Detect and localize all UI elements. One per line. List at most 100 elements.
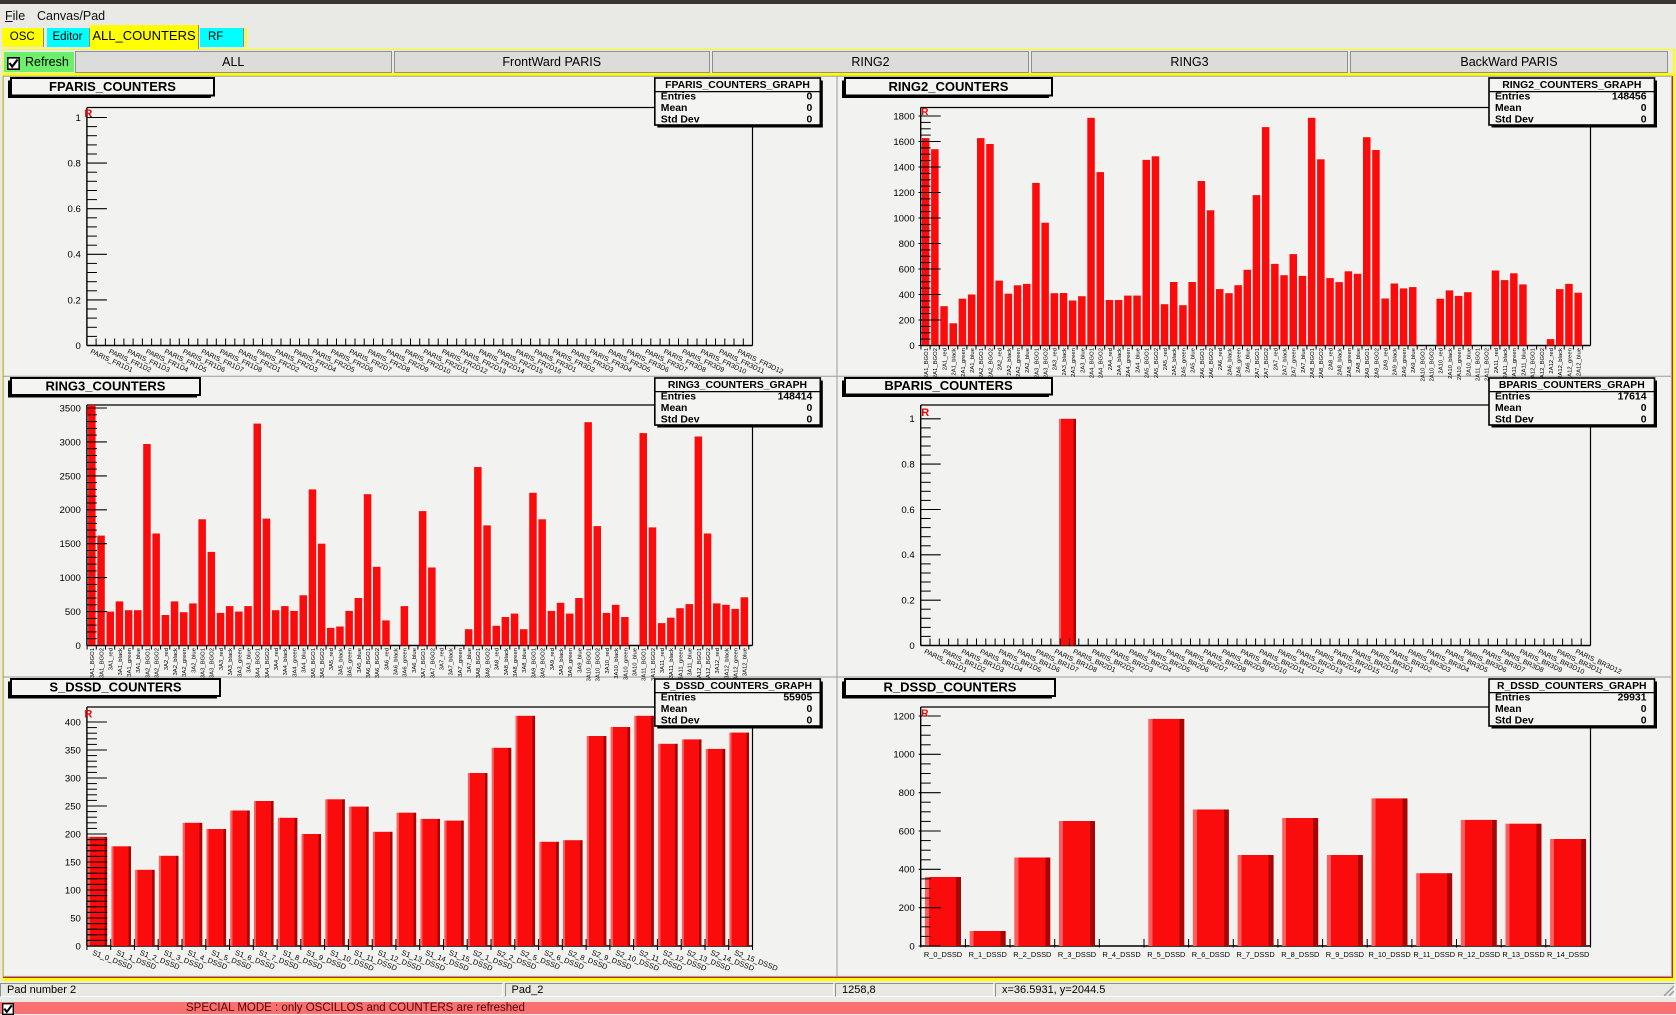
svg-text:FPARIS_COUNTERS: FPARIS_COUNTERS [49,79,176,94]
svg-text:3A8_BGO2: 3A8_BGO2 [485,648,491,678]
svg-text:29931: 29931 [1618,693,1647,704]
svg-text:350: 350 [65,745,81,756]
svg-text:2A4_BGO2: 2A4_BGO2 [1099,348,1105,378]
svg-text:3A12_BGO1: 3A12_BGO1 [697,648,703,681]
svg-text:0: 0 [1641,114,1647,125]
svg-text:2A7_black: 2A7_black [1283,348,1289,376]
svg-text:2A10_blue: 2A10_blue [1466,347,1472,376]
svg-text:3A5_red: 3A5_red [329,648,335,670]
svg-text:3A1_BGO2: 3A1_BGO2 [99,648,105,678]
svg-text:3A3_black: 3A3_black [228,648,234,676]
svg-text:0: 0 [1641,715,1647,726]
svg-text:0: 0 [1641,403,1647,414]
svg-text:0: 0 [1641,704,1647,715]
svg-text:2A1_blue: 2A1_blue [970,347,976,373]
svg-text:3A12_black: 3A12_black [724,648,730,679]
svg-text:3A5_blue: 3A5_blue [357,647,363,673]
svg-text:1000: 1000 [893,750,914,761]
svg-text:2A2_BGO1: 2A2_BGO1 [979,348,985,378]
svg-text:2500: 2500 [60,471,81,482]
svg-text:3A7_BGO1: 3A7_BGO1 [421,648,427,678]
svg-text:2A6_BGO2: 2A6_BGO2 [1209,348,1215,378]
svg-text:3A5_BGO2: 3A5_BGO2 [320,648,326,678]
svg-text:400: 400 [899,865,915,876]
svg-text:Mean: Mean [661,403,688,414]
svg-text:2A1_black: 2A1_black [952,348,958,376]
svg-text:3A7_blue: 3A7_blue [467,647,473,673]
svg-text:R_14_DSSD: R_14_DSSD [1547,950,1589,959]
svg-text:3000: 3000 [60,437,81,448]
svg-text:R_3_DSSD: R_3_DSSD [1058,950,1096,959]
svg-text:3A12_blue: 3A12_blue [743,647,749,676]
svg-text:2A11_BGO2: 2A11_BGO2 [1485,348,1491,381]
svg-text:3A6_BGO2: 3A6_BGO2 [375,648,381,678]
svg-text:200: 200 [899,315,915,326]
svg-text:1200: 1200 [893,711,914,722]
svg-text:2A11_blue: 2A11_blue [1521,347,1527,375]
svg-text:3A11_blue: 3A11_blue [688,647,694,675]
svg-text:2A9_blue: 2A9_blue [1411,347,1417,373]
svg-text:0: 0 [1641,414,1647,425]
svg-text:0: 0 [1641,103,1647,114]
svg-text:3A5_green: 3A5_green [348,648,354,677]
svg-text:0: 0 [807,715,813,726]
svg-text:1000: 1000 [60,573,81,584]
svg-text:2A5_BGO1: 2A5_BGO1 [1145,348,1151,378]
svg-text:3A6_BGO1: 3A6_BGO1 [366,648,372,678]
svg-text:Mean: Mean [661,103,688,114]
svg-text:1800: 1800 [893,111,914,122]
svg-text:2A2_BGO2: 2A2_BGO2 [988,348,994,378]
svg-text:2A4_green: 2A4_green [1126,348,1132,377]
svg-text:0: 0 [807,114,813,125]
svg-text:2A11_BGO1: 2A11_BGO1 [1476,348,1482,381]
svg-text:3A11_BGO2: 3A11_BGO2 [651,648,657,681]
svg-text:0.2: 0.2 [901,596,914,607]
svg-text:3A2_BGO2: 3A2_BGO2 [155,648,161,678]
svg-text:2A3_black: 2A3_black [1062,348,1068,376]
svg-text:R_4_DSSD: R_4_DSSD [1102,950,1140,959]
svg-text:0: 0 [909,941,914,952]
svg-text:3A1_blue: 3A1_blue [136,647,142,673]
svg-text:2A7_BGO2: 2A7_BGO2 [1264,348,1270,378]
svg-text:2A6_BGO1: 2A6_BGO1 [1200,348,1206,378]
svg-text:3A4_blue: 3A4_blue [302,647,308,673]
svg-text:3A8_blue: 3A8_blue [522,647,528,673]
svg-text:148456: 148456 [1612,92,1647,103]
svg-text:0: 0 [807,414,813,425]
svg-text:2A4_red: 2A4_red [1108,348,1114,370]
svg-text:3A1_red: 3A1_red [109,648,115,670]
svg-text:3A10_green: 3A10_green [623,648,629,680]
svg-text:2A5_red: 2A5_red [1163,348,1169,370]
svg-text:3A4_BGO2: 3A4_BGO2 [265,648,271,678]
svg-text:2A9_black: 2A9_black [1393,348,1399,376]
svg-text:3A7_black: 3A7_black [449,648,455,676]
svg-text:3A2_black: 3A2_black [173,648,179,676]
svg-text:400: 400 [65,717,81,728]
svg-text:R: R [921,107,929,118]
svg-text:2A10_BGO1: 2A10_BGO1 [1420,348,1426,381]
svg-text:1600: 1600 [893,137,914,148]
svg-text:R_1_DSSD: R_1_DSSD [969,950,1007,959]
svg-text:R_8_DSSD: R_8_DSSD [1281,950,1319,959]
svg-text:2A7_green: 2A7_green [1292,348,1298,377]
svg-text:2A6_red: 2A6_red [1218,348,1224,370]
svg-text:2A12_red: 2A12_red [1549,348,1555,374]
svg-text:2A6_green: 2A6_green [1237,348,1243,377]
svg-text:R_0_DSSD: R_0_DSSD [924,950,962,959]
svg-text:3A2_BGO1: 3A2_BGO1 [145,648,151,678]
svg-text:Std Dev: Std Dev [1495,414,1534,425]
svg-text:2A4_blue: 2A4_blue [1135,347,1141,373]
svg-text:3A9_green: 3A9_green [568,648,574,677]
svg-text:2A8_green: 2A8_green [1347,348,1353,377]
svg-text:2A7_red: 2A7_red [1273,348,1279,370]
svg-text:2A3_blue: 2A3_blue [1080,347,1086,373]
svg-text:1200: 1200 [893,188,914,199]
svg-text:3A10_BGO1: 3A10_BGO1 [587,648,593,681]
svg-text:0: 0 [76,941,81,952]
svg-text:Mean: Mean [1495,103,1522,114]
svg-text:0.2: 0.2 [68,295,81,306]
svg-text:1000: 1000 [893,213,914,224]
svg-text:FPARIS_COUNTERS_GRAPH: FPARIS_COUNTERS_GRAPH [665,80,810,91]
svg-text:3A2_blue: 3A2_blue [191,647,197,673]
svg-text:3A6_black: 3A6_black [394,648,400,676]
